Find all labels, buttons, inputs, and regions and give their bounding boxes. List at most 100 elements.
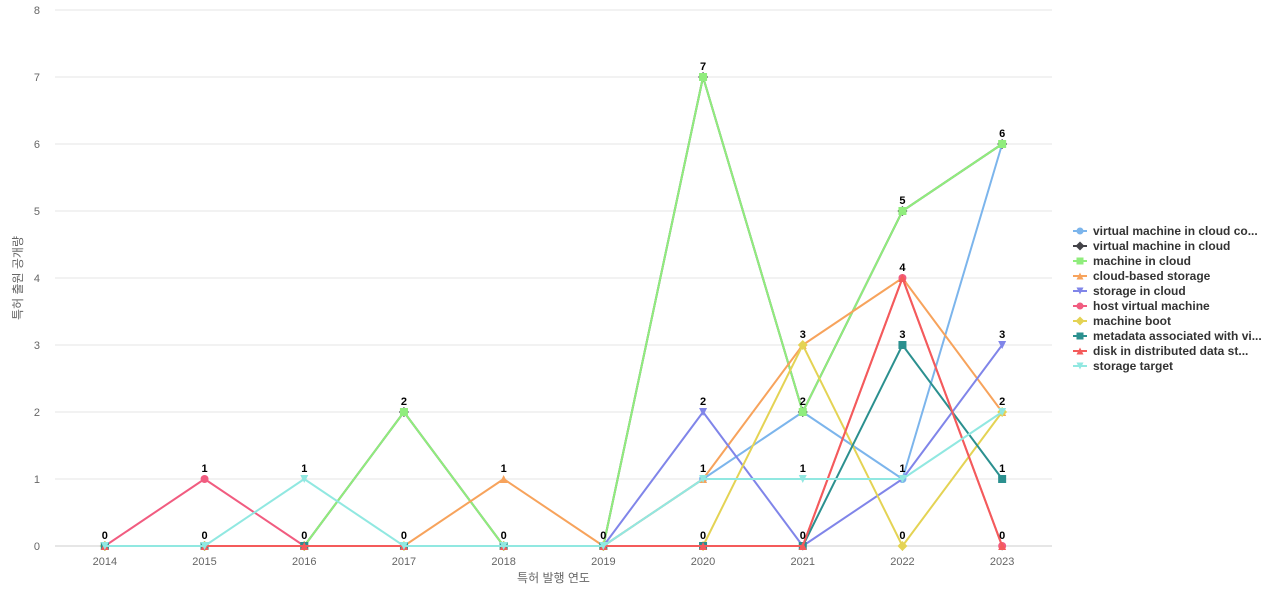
data-label: 0 — [899, 530, 905, 542]
series-6 — [99, 340, 1008, 551]
y-tick-label: 6 — [34, 139, 40, 151]
data-point[interactable] — [998, 542, 1007, 550]
data-point[interactable] — [898, 475, 907, 483]
data-point[interactable] — [897, 541, 908, 551]
data-point[interactable] — [599, 542, 608, 550]
legend-item[interactable]: storage target — [1073, 359, 1173, 373]
legend-marker — [1076, 227, 1084, 235]
legend-item[interactable]: metadata associated with vi... — [1073, 329, 1262, 343]
x-tick-label: 2019 — [591, 556, 615, 568]
data-label: 2 — [700, 396, 706, 408]
legend-marker — [1076, 272, 1084, 280]
data-label: 0 — [600, 530, 606, 542]
data-point[interactable] — [798, 408, 807, 416]
data-point[interactable] — [998, 140, 1007, 148]
data-label: 4 — [899, 262, 906, 274]
data-label: 5 — [899, 195, 905, 207]
series-line — [104, 411, 1003, 547]
legend-item[interactable]: disk in distributed data st... — [1073, 344, 1248, 358]
data-label: 1 — [800, 463, 806, 475]
y-tick-label: 0 — [34, 541, 40, 553]
legend-label: storage target — [1093, 359, 1173, 373]
data-point[interactable] — [399, 542, 408, 550]
x-tick-label: 2015 — [192, 556, 216, 568]
data-label: 7 — [700, 61, 706, 73]
x-tick-label: 2016 — [292, 556, 316, 568]
y-axis-title: 특허 출원 공개량 — [11, 236, 25, 320]
data-point[interactable] — [499, 542, 508, 550]
x-tick-label: 2017 — [392, 556, 416, 568]
data-label: 1 — [301, 463, 307, 475]
data-point[interactable] — [399, 408, 408, 416]
data-point[interactable] — [998, 408, 1007, 416]
y-tick-label: 8 — [34, 5, 40, 17]
legend-label: metadata associated with vi... — [1093, 329, 1262, 343]
legend-item[interactable]: virtual machine in cloud — [1073, 239, 1230, 253]
x-tick-label: 2022 — [890, 556, 914, 568]
data-point[interactable] — [898, 207, 907, 215]
legend-label: host virtual machine — [1093, 299, 1210, 313]
data-label: 0 — [700, 530, 706, 542]
legend-item[interactable]: cloud-based storage — [1073, 269, 1211, 283]
y-tick-label: 7 — [34, 72, 40, 84]
legend-marker — [1076, 257, 1084, 265]
data-point[interactable] — [699, 73, 708, 81]
data-point[interactable] — [798, 542, 807, 550]
legend-item[interactable]: virtual machine in cloud co... — [1073, 224, 1258, 238]
legend-label: storage in cloud — [1093, 284, 1186, 298]
data-point[interactable] — [300, 475, 309, 483]
data-label: 1 — [700, 463, 706, 475]
legend-item[interactable]: host virtual machine — [1073, 299, 1210, 313]
data-label: 2 — [401, 396, 407, 408]
data-point[interactable] — [998, 341, 1007, 349]
x-tick-label: 2020 — [691, 556, 715, 568]
data-point[interactable] — [898, 274, 907, 282]
y-tick-label: 5 — [34, 206, 40, 218]
data-point[interactable] — [200, 542, 209, 550]
data-point[interactable] — [699, 542, 708, 550]
x-tick-label: 2018 — [491, 556, 515, 568]
data-point[interactable] — [998, 475, 1007, 483]
x-tick-label: 2023 — [990, 556, 1014, 568]
legend-label: machine boot — [1093, 314, 1171, 328]
series-line — [104, 344, 1003, 547]
data-point[interactable] — [300, 542, 309, 550]
data-label: 2 — [999, 396, 1005, 408]
series-7 — [100, 341, 1007, 550]
data-point[interactable] — [699, 408, 708, 416]
data-point[interactable] — [797, 340, 808, 350]
legend-marker — [1076, 332, 1084, 340]
data-label: 1 — [201, 463, 207, 475]
data-point[interactable] — [898, 341, 907, 349]
legend-label: disk in distributed data st... — [1093, 344, 1248, 358]
data-label: 6 — [999, 128, 1005, 140]
data-labels: 0 1 0 1 0 2 0 1 0 0 7 2 1 0 3 2 1 0 5 4 3 1 0 6 3 2 1 0 — [102, 61, 1005, 542]
data-label: 0 — [102, 530, 108, 542]
data-point[interactable] — [200, 475, 209, 483]
legend-marker — [1076, 287, 1084, 295]
data-point[interactable] — [798, 475, 807, 483]
data-label: 0 — [301, 530, 307, 542]
data-label: 3 — [800, 329, 806, 341]
series-lines — [99, 72, 1008, 551]
data-label: 0 — [999, 530, 1005, 542]
data-label: 1 — [999, 463, 1005, 475]
y-tick-label: 4 — [34, 273, 40, 285]
legend-marker — [1076, 347, 1084, 355]
legend-item[interactable]: machine boot — [1073, 314, 1171, 328]
data-label: 0 — [501, 530, 507, 542]
legend-item[interactable]: storage in cloud — [1073, 284, 1186, 298]
data-point[interactable] — [499, 475, 508, 483]
y-tick-label: 3 — [34, 340, 40, 352]
data-point[interactable] — [100, 542, 109, 550]
data-label: 0 — [201, 530, 207, 542]
data-point[interactable] — [699, 475, 708, 483]
series-line — [104, 344, 1003, 547]
legend-item[interactable]: machine in cloud — [1073, 254, 1191, 268]
series-line — [104, 344, 1003, 547]
data-label: 1 — [899, 463, 905, 475]
y-tick-label: 1 — [34, 474, 40, 486]
data-label: 0 — [800, 530, 806, 542]
